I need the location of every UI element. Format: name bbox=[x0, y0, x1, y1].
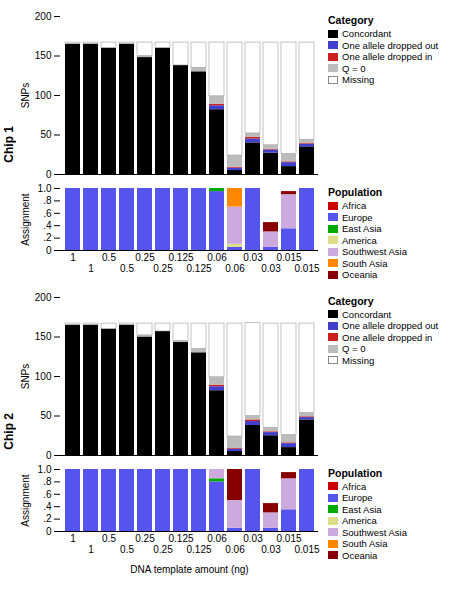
svg-text:0.125: 0.125 bbox=[168, 532, 193, 543]
html-text:Chip 1: Chip 1 bbox=[2, 125, 16, 163]
svg-text:50: 50 bbox=[40, 410, 52, 421]
svg-text:.6: .6 bbox=[43, 208, 52, 219]
svg-text:0.125: 0.125 bbox=[186, 543, 211, 554]
svg-text:0.015: 0.015 bbox=[294, 263, 319, 274]
svg-text:0.5: 0.5 bbox=[102, 252, 116, 263]
svg-text:0.03: 0.03 bbox=[243, 532, 263, 543]
html-text:One allele dropped in: One allele dropped in bbox=[342, 51, 433, 62]
html-text:Concordant: Concordant bbox=[342, 308, 392, 320]
html-text:Africa: Africa bbox=[342, 200, 367, 211]
svg-text:100: 100 bbox=[35, 370, 52, 381]
svg-text:0: 0 bbox=[46, 245, 52, 256]
svg-text:1: 1 bbox=[88, 543, 94, 554]
svg-text:0: 0 bbox=[46, 169, 52, 180]
html-text:Missing: Missing bbox=[342, 74, 375, 85]
svg-text:0.5: 0.5 bbox=[102, 532, 116, 543]
svg-text:0: 0 bbox=[46, 449, 52, 460]
svg-text:1: 1 bbox=[70, 252, 76, 263]
svg-text:0.015: 0.015 bbox=[294, 543, 319, 554]
svg-text:150: 150 bbox=[35, 50, 52, 61]
html-text:Q = 0: Q = 0 bbox=[342, 343, 366, 354]
svg-text:.2: .2 bbox=[43, 513, 52, 524]
svg-text:SNPs: SNPs bbox=[20, 83, 31, 109]
svg-text:.6: .6 bbox=[43, 488, 52, 499]
html-text:Oceania: Oceania bbox=[342, 269, 378, 280]
svg-text:100: 100 bbox=[35, 90, 52, 101]
html-text:Category: Category bbox=[328, 14, 374, 26]
html-text:Q = 0: Q = 0 bbox=[342, 62, 366, 74]
svg-text:0.015: 0.015 bbox=[276, 532, 301, 543]
html-text:South Asia: South Asia bbox=[342, 538, 388, 549]
html-text:Concordant: Concordant bbox=[342, 28, 392, 39]
html-text:America: America bbox=[342, 515, 377, 526]
svg-text:DNA template amount (ng): DNA template amount (ng) bbox=[130, 563, 248, 574]
svg-text:0.03: 0.03 bbox=[243, 252, 263, 263]
svg-text:.4: .4 bbox=[43, 500, 52, 511]
html-text:East Asia: East Asia bbox=[342, 503, 382, 515]
svg-text:1: 1 bbox=[88, 263, 94, 274]
svg-text:0.125: 0.125 bbox=[186, 263, 211, 274]
html-text:South Asia: South Asia bbox=[342, 257, 388, 269]
svg-text:0: 0 bbox=[46, 525, 52, 536]
svg-text:50: 50 bbox=[40, 129, 52, 140]
svg-text:150: 150 bbox=[35, 331, 52, 342]
svg-text:0.25: 0.25 bbox=[153, 263, 173, 274]
html-text:One allele dropped out: One allele dropped out bbox=[342, 320, 439, 331]
html-text:One allele dropped in: One allele dropped in bbox=[342, 331, 433, 343]
html-text:Missing: Missing bbox=[342, 354, 375, 366]
svg-text:1: 1 bbox=[70, 532, 76, 543]
html-text:Europe: Europe bbox=[342, 211, 373, 223]
svg-text:0.015: 0.015 bbox=[276, 252, 301, 263]
html-text:Population: Population bbox=[328, 466, 383, 479]
svg-text:.4: .4 bbox=[43, 220, 52, 231]
svg-text:0.25: 0.25 bbox=[153, 543, 173, 554]
svg-text:1.0: 1.0 bbox=[38, 463, 52, 474]
html-text:Southwest Asia: Southwest Asia bbox=[342, 246, 407, 257]
svg-text:0.25: 0.25 bbox=[135, 532, 155, 543]
svg-text:0.06: 0.06 bbox=[225, 263, 245, 274]
svg-text:0.06: 0.06 bbox=[225, 543, 245, 554]
svg-text:0.125: 0.125 bbox=[168, 252, 193, 263]
svg-text:.8: .8 bbox=[43, 476, 52, 487]
svg-text:0.06: 0.06 bbox=[207, 532, 227, 543]
svg-text:200: 200 bbox=[35, 11, 52, 22]
svg-text:.2: .2 bbox=[43, 232, 52, 243]
svg-text:0.25: 0.25 bbox=[135, 252, 155, 263]
svg-text:0.06: 0.06 bbox=[207, 252, 227, 263]
svg-text:1.0: 1.0 bbox=[38, 183, 52, 194]
html-text:Southwest Asia: Southwest Asia bbox=[342, 526, 407, 538]
html-text:East Asia: East Asia bbox=[342, 223, 382, 234]
html-text:Category: Category bbox=[328, 294, 374, 307]
html-text:Africa: Africa bbox=[342, 480, 367, 492]
svg-text:0.03: 0.03 bbox=[261, 543, 281, 554]
html-text:Population: Population bbox=[328, 186, 383, 198]
svg-text:Assignment: Assignment bbox=[20, 474, 31, 526]
svg-text:0.5: 0.5 bbox=[120, 263, 134, 274]
svg-text:SNPs: SNPs bbox=[20, 363, 31, 389]
svg-text:0.5: 0.5 bbox=[120, 543, 134, 554]
html-text:Europe: Europe bbox=[342, 492, 373, 503]
html-text:Oceania: Oceania bbox=[342, 549, 378, 561]
svg-text:Assignment: Assignment bbox=[20, 193, 31, 245]
html-text:America: America bbox=[342, 234, 377, 246]
svg-text:.8: .8 bbox=[43, 195, 52, 206]
html-text:One allele dropped out: One allele dropped out bbox=[342, 39, 439, 51]
svg-text:200: 200 bbox=[35, 291, 52, 302]
svg-text:0.03: 0.03 bbox=[261, 263, 281, 274]
html-text:Chip 2: Chip 2 bbox=[2, 413, 16, 450]
